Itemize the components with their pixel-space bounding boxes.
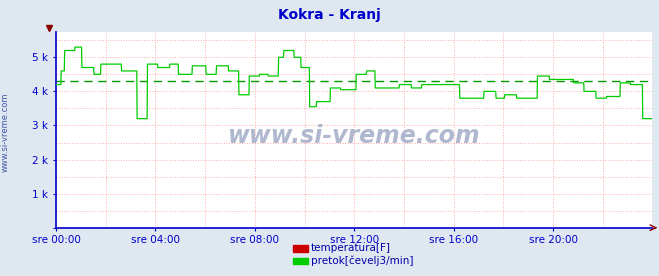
Text: pretok[čevelj3/min]: pretok[čevelj3/min] xyxy=(311,256,414,266)
Text: www.si-vreme.com: www.si-vreme.com xyxy=(228,124,480,148)
Text: temperatura[F]: temperatura[F] xyxy=(311,243,391,253)
Text: www.si-vreme.com: www.si-vreme.com xyxy=(1,93,10,172)
Text: Kokra - Kranj: Kokra - Kranj xyxy=(278,8,381,22)
